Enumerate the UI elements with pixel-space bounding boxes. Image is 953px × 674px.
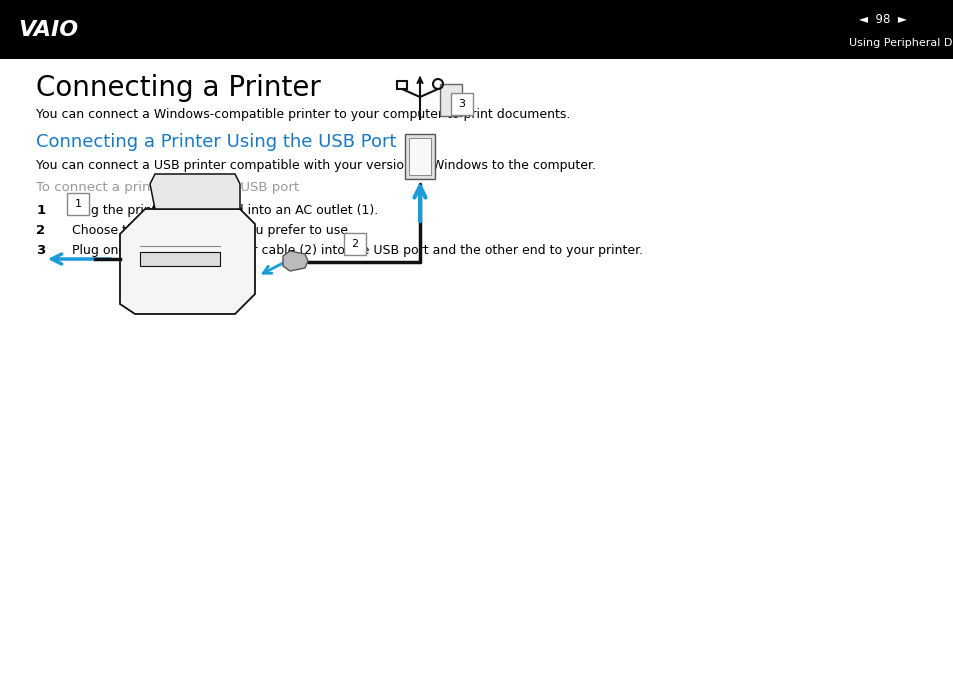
Text: 1: 1 — [36, 204, 46, 217]
Text: Plug the printer power cord into an AC outlet (1).: Plug the printer power cord into an AC o… — [71, 204, 377, 217]
Text: You can connect a Windows-compatible printer to your computer to print documents: You can connect a Windows-compatible pri… — [36, 108, 570, 121]
FancyBboxPatch shape — [344, 233, 366, 255]
Polygon shape — [283, 251, 308, 271]
Text: VAIO: VAIO — [18, 20, 78, 40]
Text: You can connect a USB printer compatible with your version of Windows to the com: You can connect a USB printer compatible… — [36, 158, 596, 172]
FancyBboxPatch shape — [451, 93, 473, 115]
Text: 2: 2 — [351, 239, 358, 249]
Text: Using Peripheral Devices: Using Peripheral Devices — [848, 38, 953, 48]
Bar — [409, 138, 431, 175]
Bar — [140, 252, 220, 266]
Polygon shape — [120, 209, 254, 314]
FancyBboxPatch shape — [67, 193, 89, 215]
Text: 3: 3 — [36, 244, 46, 257]
Bar — [439, 84, 461, 116]
Text: 3: 3 — [458, 99, 465, 109]
Text: Connecting a Printer Using the USB Port: Connecting a Printer Using the USB Port — [36, 133, 396, 150]
Text: Choose the USB port (3) ♁ you prefer to use.: Choose the USB port (3) ♁ you prefer to … — [71, 224, 352, 237]
Bar — [405, 134, 435, 179]
Text: Plug one end of a USB printer cable (2) into the USB port and the other end to y: Plug one end of a USB printer cable (2) … — [71, 244, 642, 257]
Text: To connect a printer using the USB port: To connect a printer using the USB port — [36, 181, 299, 194]
Text: 1: 1 — [74, 199, 81, 209]
Text: 2: 2 — [36, 224, 46, 237]
Bar — [396, 81, 407, 89]
Text: Connecting a Printer: Connecting a Printer — [36, 73, 321, 102]
Bar — [0, 0, 953, 59]
Polygon shape — [150, 174, 240, 209]
Text: ◄  98  ►: ◄ 98 ► — [858, 13, 906, 26]
